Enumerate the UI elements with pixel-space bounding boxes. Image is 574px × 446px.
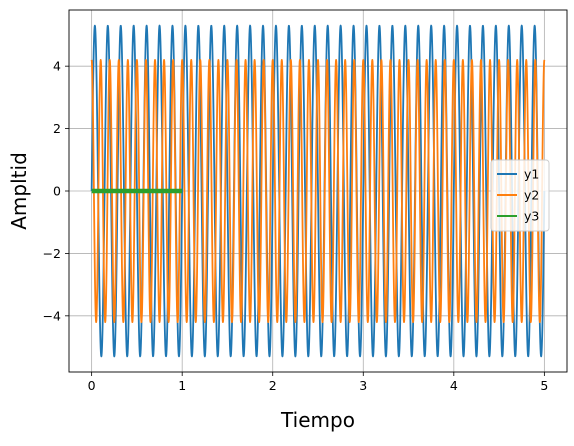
x-tick-label: 0 (88, 378, 96, 393)
series-lines (89, 24, 546, 358)
x-tick-label: 5 (540, 378, 548, 393)
x-tick-label: 2 (269, 378, 277, 393)
legend-label-y2: y2 (524, 188, 539, 203)
x-axis-label: Tiempo (280, 408, 355, 432)
legend-label-y1: y1 (524, 167, 539, 182)
y-tick-label: 2 (53, 121, 61, 136)
series-line-y1 (90, 24, 546, 358)
y-tick-label: −2 (43, 246, 61, 261)
ticks: 0 1 2 3 4 5 −4 −2 0 2 4 (43, 59, 549, 393)
x-tick-label: 3 (359, 378, 367, 393)
y-tick-label: 0 (53, 184, 61, 199)
y-axis-label: Ampltid (7, 152, 31, 230)
legend-label-y3: y3 (524, 209, 539, 224)
y-tick-label: 4 (53, 59, 61, 74)
x-tick-label: 4 (450, 378, 458, 393)
series-line-y2 (90, 59, 546, 323)
legend: y1 y2 y3 (490, 159, 550, 232)
legend-box (490, 159, 550, 232)
x-tick-label: 1 (178, 378, 186, 393)
y-tick-label: −4 (43, 308, 61, 323)
